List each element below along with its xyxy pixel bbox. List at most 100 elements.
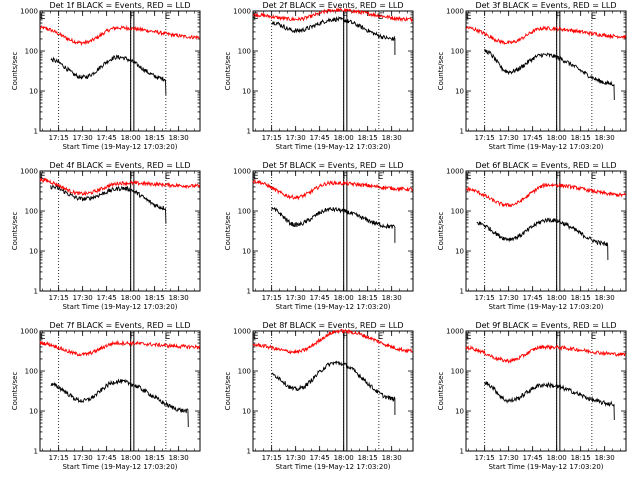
x-tick-label: 18:30 xyxy=(169,134,189,142)
y-tick-label: 1000 xyxy=(20,8,38,16)
y-tick-label: 1 xyxy=(460,448,464,456)
panel-title: Det 1f BLACK = Events, RED = LLD xyxy=(49,1,190,10)
x-axis-label: Start Time (19-May-12 17:03:20) xyxy=(275,463,390,471)
x-tick-label: 17:15 xyxy=(49,294,69,302)
x-tick-label: 18:30 xyxy=(595,294,615,302)
y-tick-label: 1 xyxy=(34,448,38,456)
marker-label: E xyxy=(40,332,46,342)
marker-label: F xyxy=(556,172,561,182)
y-tick-label: 1 xyxy=(34,128,38,136)
x-tick-label: 17:45 xyxy=(523,294,543,302)
x-tick-label: 18:15 xyxy=(145,454,165,462)
y-tick-label: 1 xyxy=(460,288,464,296)
y-axis-label: Counts/sec xyxy=(224,52,232,91)
marker-label: E xyxy=(591,332,597,342)
x-tick-label: 17:30 xyxy=(73,454,93,462)
marker-label: E xyxy=(253,172,259,182)
events-series-line xyxy=(50,184,167,224)
y-tick-label: 10 xyxy=(455,408,464,416)
panel-title: Det 9f BLACK = Events, RED = LLD xyxy=(475,321,616,330)
x-axis-label: Start Time (19-May-12 17:03:20) xyxy=(275,303,390,311)
marker-label: F xyxy=(556,332,561,342)
x-tick-label: 17:45 xyxy=(523,134,543,142)
y-tick-label: 1 xyxy=(247,288,251,296)
panel-8: Det 8f BLACK = Events, RED = LLD 1 10 100 10… xyxy=(224,321,414,471)
x-tick-label: 18:00 xyxy=(547,134,567,142)
lld-series-line xyxy=(39,339,201,357)
y-tick-label: 1000 xyxy=(233,168,251,176)
y-axis-label: Counts/sec xyxy=(11,52,19,91)
plot-frame xyxy=(252,10,414,132)
x-tick-label: 17:45 xyxy=(97,294,117,302)
y-tick-label: 100 xyxy=(451,48,464,56)
marker-label: E xyxy=(253,12,259,22)
x-tick-label: 18:30 xyxy=(382,454,402,462)
panel-5: Det 5f BLACK = Events, RED = LLD 1 10 100 10… xyxy=(224,161,414,311)
panel-2: Det 2f BLACK = Events, RED = LLD 1 10 100 10… xyxy=(224,1,414,151)
marker-label: E xyxy=(466,12,472,22)
plot-frame xyxy=(252,170,414,292)
x-tick-label: 17:30 xyxy=(499,294,519,302)
marker-label: F xyxy=(343,12,348,22)
panel-title: Det 8f BLACK = Events, RED = LLD xyxy=(262,321,403,330)
x-tick-label: 18:15 xyxy=(571,454,591,462)
x-tick-label: 17:30 xyxy=(286,454,306,462)
x-tick-label: 18:00 xyxy=(334,134,354,142)
x-tick-label: 18:15 xyxy=(358,134,378,142)
plot-frame xyxy=(39,330,201,452)
x-tick-label: 17:45 xyxy=(97,454,117,462)
panel-9: Det 9f BLACK = Events, RED = LLD 1 10 100 10… xyxy=(437,321,627,471)
plot-frame xyxy=(39,170,201,292)
events-series-line xyxy=(476,217,609,261)
x-tick-label: 17:30 xyxy=(73,134,93,142)
y-tick-label: 1000 xyxy=(233,328,251,336)
panel-title: Det 7f BLACK = Events, RED = LLD xyxy=(49,321,190,330)
x-tick-label: 18:30 xyxy=(382,294,402,302)
y-tick-label: 10 xyxy=(29,408,38,416)
y-axis-label: Counts/sec xyxy=(224,212,232,251)
y-tick-label: 100 xyxy=(25,48,38,56)
x-tick-label: 17:45 xyxy=(310,294,330,302)
y-tick-label: 1 xyxy=(247,128,251,136)
y-tick-label: 100 xyxy=(25,208,38,216)
events-series-line xyxy=(484,381,615,421)
panel-6: Det 6f BLACK = Events, RED = LLD 1 10 100 10… xyxy=(437,161,627,311)
events-series-line xyxy=(50,54,167,96)
y-tick-label: 100 xyxy=(25,368,38,376)
lld-series-line xyxy=(39,177,201,197)
x-axis-label: Start Time (19-May-12 17:03:20) xyxy=(488,143,603,151)
x-axis-label: Start Time (19-May-12 17:03:20) xyxy=(62,143,177,151)
plot-frame xyxy=(252,330,414,452)
marker-label: F xyxy=(343,332,348,342)
x-axis-label: Start Time (19-May-12 17:03:20) xyxy=(488,463,603,471)
panel-title: Det 2f BLACK = Events, RED = LLD xyxy=(262,1,403,10)
x-tick-label: 18:15 xyxy=(145,134,165,142)
x-tick-label: 18:30 xyxy=(595,134,615,142)
x-tick-label: 17:15 xyxy=(262,294,282,302)
lld-series-line xyxy=(39,24,200,47)
y-tick-label: 1000 xyxy=(446,168,464,176)
y-axis-label: Counts/sec xyxy=(437,372,445,411)
marker-label: E xyxy=(40,172,46,182)
x-tick-label: 17:15 xyxy=(262,134,282,142)
y-tick-label: 1 xyxy=(460,128,464,136)
y-axis-label: Counts/sec xyxy=(11,212,19,251)
x-tick-label: 17:15 xyxy=(49,454,69,462)
marker-label: F xyxy=(343,172,348,182)
y-tick-label: 10 xyxy=(242,408,251,416)
y-tick-label: 10 xyxy=(455,248,464,256)
y-axis-label: Counts/sec xyxy=(11,372,19,411)
x-tick-label: 17:30 xyxy=(73,294,93,302)
x-tick-label: 17:30 xyxy=(499,454,519,462)
lld-series-line xyxy=(252,7,414,23)
x-tick-label: 18:15 xyxy=(358,454,378,462)
marker-label: F xyxy=(130,332,135,342)
x-tick-label: 18:15 xyxy=(358,294,378,302)
x-tick-label: 17:30 xyxy=(499,134,519,142)
x-tick-label: 18:15 xyxy=(145,294,165,302)
y-tick-label: 10 xyxy=(242,88,251,96)
panel-1: Det 1f BLACK = Events, RED = LLD 1 10 100 10… xyxy=(11,1,201,151)
marker-label: E xyxy=(165,12,171,22)
x-tick-label: 17:15 xyxy=(475,294,495,302)
